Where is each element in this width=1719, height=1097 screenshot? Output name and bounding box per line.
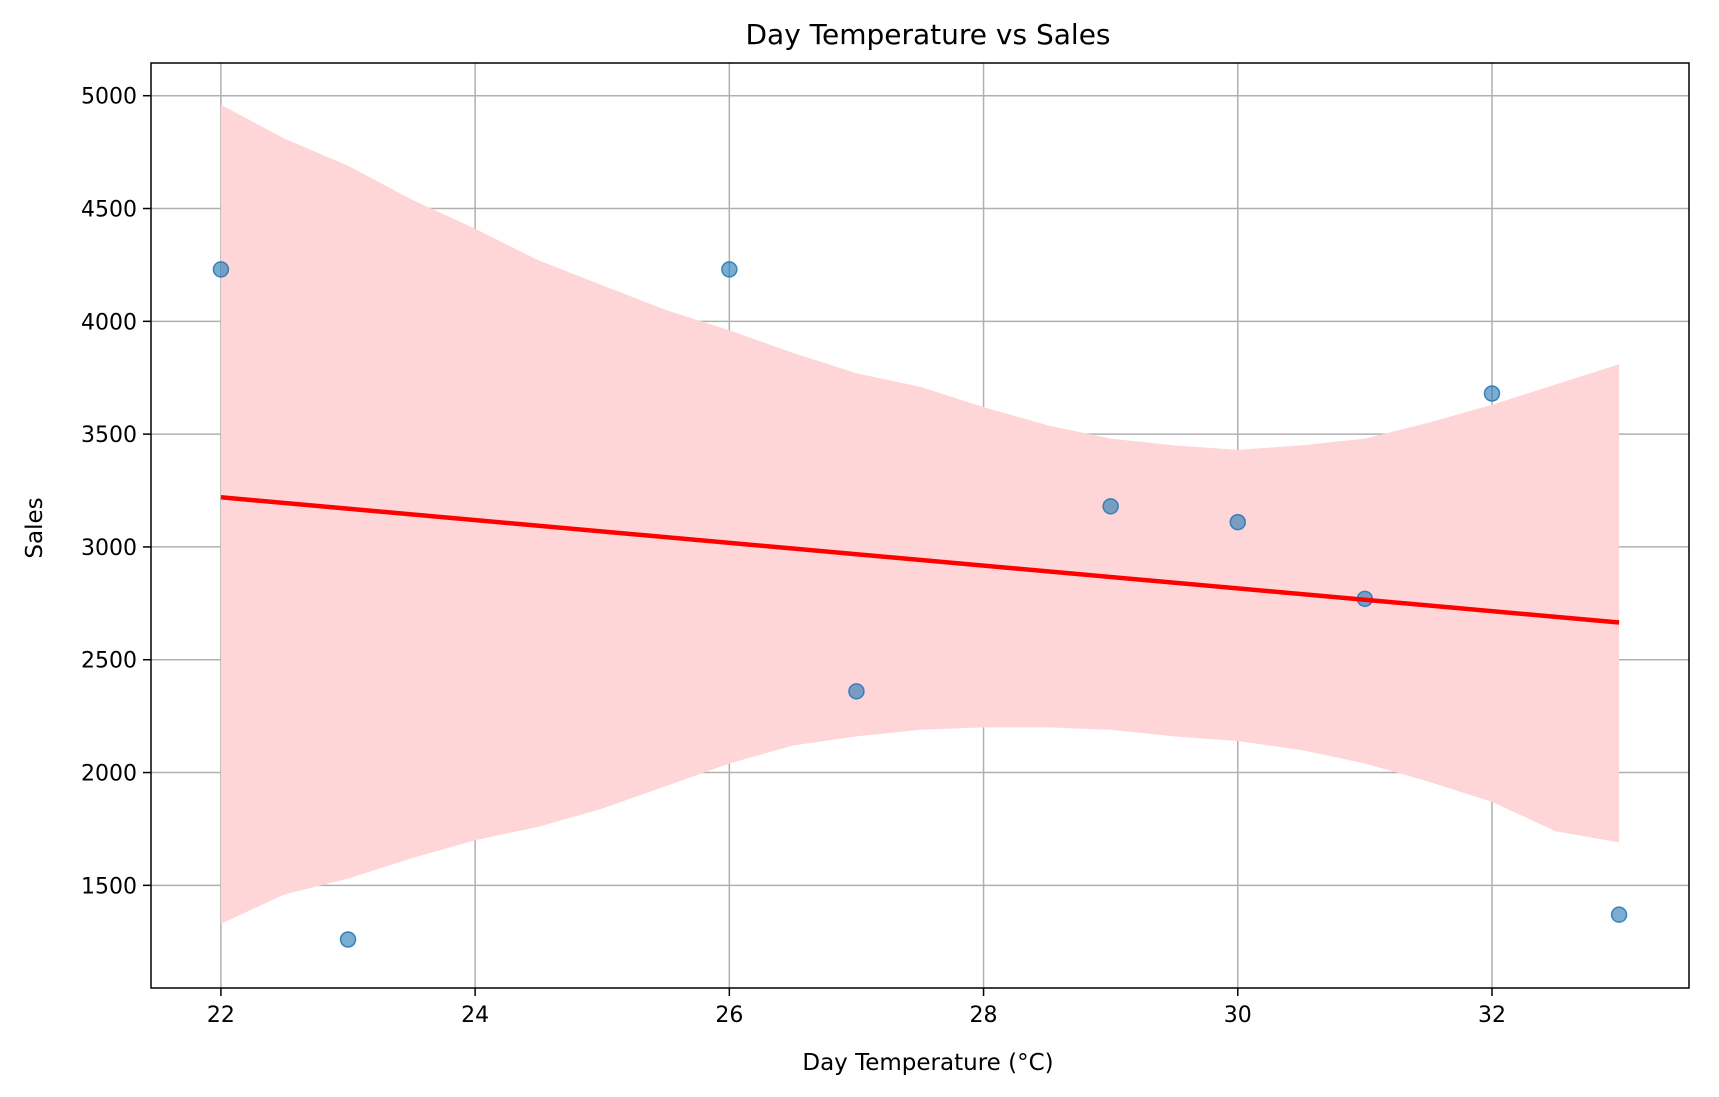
chart-title: Day Temperature vs Sales [745, 18, 1110, 51]
y-tick-label: 3000 [81, 536, 137, 561]
data-point [212, 261, 230, 278]
regression-line-layer [220, 495, 1620, 625]
regression-line [220, 495, 1620, 625]
y-tick-label: 4000 [81, 310, 137, 335]
y-axis-label: Sales [22, 497, 48, 558]
x-tick-label: 30 [1224, 1003, 1252, 1028]
y-tick-label: 2000 [81, 762, 137, 787]
y-tick-label: 2500 [81, 649, 137, 674]
y-tick-label: 3500 [81, 423, 137, 448]
y-tick-label: 4500 [81, 198, 137, 223]
data-point [1610, 906, 1628, 923]
x-tick-label: 24 [461, 1003, 489, 1028]
points-layer [212, 261, 1628, 948]
data-point [1102, 498, 1119, 515]
confidence-band [220, 104, 1620, 924]
x-tick-label: 32 [1478, 1003, 1506, 1028]
data-point [848, 683, 865, 700]
data-point [1483, 385, 1501, 402]
y-tick-label: 1500 [81, 874, 137, 899]
plot-frame [150, 62, 1690, 989]
confidence-band-layer [220, 104, 1620, 924]
x-axis-ticks: 22 24 26 28 30 32 [207, 988, 1506, 1028]
data-point [721, 261, 738, 278]
x-tick-label: 28 [970, 1003, 998, 1028]
x-axis-label: Day Temperature (°C) [802, 1050, 1053, 1076]
x-tick-label: 26 [715, 1003, 743, 1028]
data-point [339, 931, 357, 948]
x-tick-label: 22 [207, 1003, 235, 1028]
y-axis-ticks: 1500 2000 2500 3000 3500 4000 4500 5000 [81, 85, 151, 899]
y-tick-label: 5000 [81, 85, 137, 110]
data-point [1229, 513, 1247, 531]
